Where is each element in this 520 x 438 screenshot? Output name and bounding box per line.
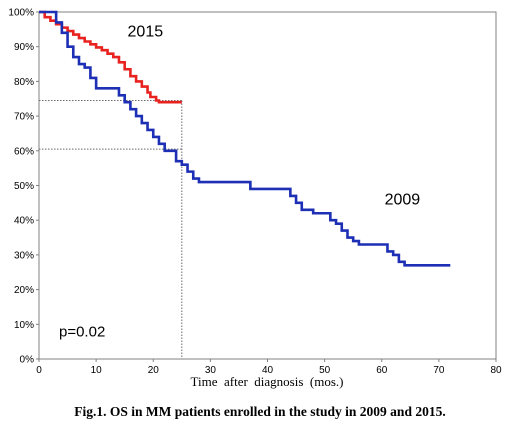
x-tick-label: 70 [433,365,445,376]
x-tick-label: 10 [91,365,103,376]
survival-chart: 0% 10% 20% 30% 40% 50% 60% 70% 80% 90% 100% 0 10 20 3… [8,8,502,390]
x-tick-label: 40 [262,365,274,376]
y-tick-label: 90% [14,42,34,53]
reference-lines [39,99,183,359]
x-tick-label: 20 [148,365,160,376]
y-tick-label: 60% [14,146,34,157]
x-axis-ticks: 0 10 20 30 40 50 60 70 80 [36,359,502,376]
x-tick-label: 0 [36,365,42,376]
x-tick-label: 50 [319,365,331,376]
y-tick-label: 30% [14,250,34,261]
x-tick-label: 80 [490,365,502,376]
x-tick-label: 60 [376,365,388,376]
y-tick-label: 0% [20,355,35,366]
series-label-2015: 2015 [128,23,164,40]
x-tick-label: 30 [205,365,217,376]
plot-area-frame [38,11,497,360]
figure-caption: Fig.1. OS in MM patients enrolled in the… [74,404,446,419]
p-value-annotation: p=0.02 [59,323,105,340]
labels-layer: 2015 2009 p=0.02 [59,23,420,340]
y-axis-ticks: 0% 10% 20% 30% 40% 50% 60% 70% 80% 90% 100% [8,8,39,366]
y-tick-label: 70% [14,112,34,123]
series-layer [39,10,451,267]
y-tick-label: 20% [14,285,34,296]
y-tick-label: 80% [14,77,34,88]
y-tick-label: 100% [8,8,34,19]
y-tick-label: 40% [14,216,34,227]
series-line-2009 [39,10,451,267]
y-tick-label: 50% [14,181,34,192]
x-axis-label: Time after diagnosis (mos.) [191,374,344,389]
series-label-2009: 2009 [385,192,421,209]
y-tick-label: 10% [14,320,34,331]
